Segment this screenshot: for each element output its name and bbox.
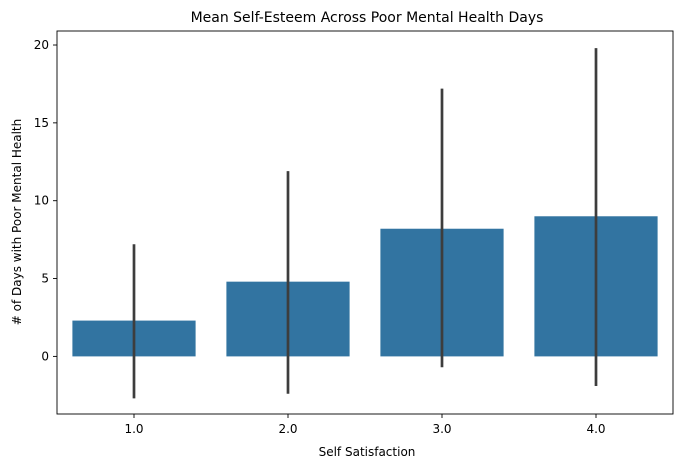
chart-title: Mean Self-Esteem Across Poor Mental Heal… (191, 10, 544, 26)
x-tick-label: 2.0 (278, 422, 297, 436)
y-tick-label: 15 (34, 116, 49, 130)
y-tick-label: 0 (41, 349, 49, 363)
plot-frame (56, 30, 674, 415)
x-tick-label: 1.0 (124, 422, 143, 436)
x-axis-label: Self Satisfaction (319, 445, 416, 459)
x-tick-label: 4.0 (586, 422, 605, 436)
x-tick-label: 3.0 (432, 422, 451, 436)
plot-area: 1.0 2.0 3.0 4.0 0 5 10 15 20 (34, 30, 674, 436)
y-tick-label: 10 (34, 194, 49, 208)
y-tick-label: 5 (41, 272, 49, 286)
y-tick-label: 20 (34, 38, 49, 52)
y-axis-label: # of Days with Poor Mental Health (10, 119, 24, 325)
